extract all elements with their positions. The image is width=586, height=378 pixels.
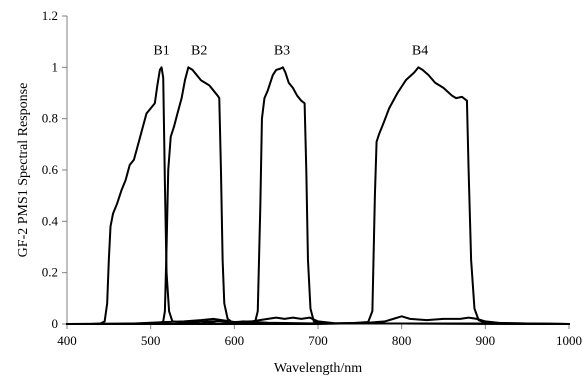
series-line-b2 (66, 66, 570, 325)
y-tick-label: 0 (52, 316, 59, 331)
y-tick-label: 1 (52, 59, 59, 74)
series-line-b4 (66, 66, 570, 325)
series-line-baseline (66, 315, 570, 325)
band-labels: B1 B2 B3 B4 (153, 44, 428, 59)
x-tick-label: 1000 (556, 333, 582, 348)
series-line-b3 (66, 66, 570, 325)
y-tick-label: 0.4 (42, 213, 59, 228)
x-axis-title: Wavelength/nm (274, 361, 362, 376)
y-tick-label: 1.2 (42, 8, 58, 23)
x-tick-label: 600 (225, 333, 245, 348)
band-label-b2: B2 (191, 44, 207, 59)
plot-area (66, 66, 570, 325)
y-tick-label: 0.2 (42, 265, 58, 280)
y-tick-label: 0.8 (42, 111, 58, 126)
y-tick-label: 0.6 (42, 162, 59, 177)
axes: 0 0.2 0.4 0.6 0.8 1 1.2 400 500 600 700 800 900 1000 (42, 8, 582, 348)
x-tick-label: 400 (57, 333, 77, 348)
band-label-b3: B3 (274, 44, 290, 59)
band-label-b1: B1 (153, 44, 169, 59)
x-tick-label: 900 (476, 333, 496, 348)
series-line-b1 (66, 66, 570, 325)
y-axis-title: GF-2 PMS1 Spectral Response (16, 83, 31, 258)
x-tick-label: 800 (392, 333, 412, 348)
x-tick-label: 700 (308, 333, 328, 348)
x-tick-label: 500 (141, 333, 161, 348)
band-label-b4: B4 (412, 44, 428, 59)
